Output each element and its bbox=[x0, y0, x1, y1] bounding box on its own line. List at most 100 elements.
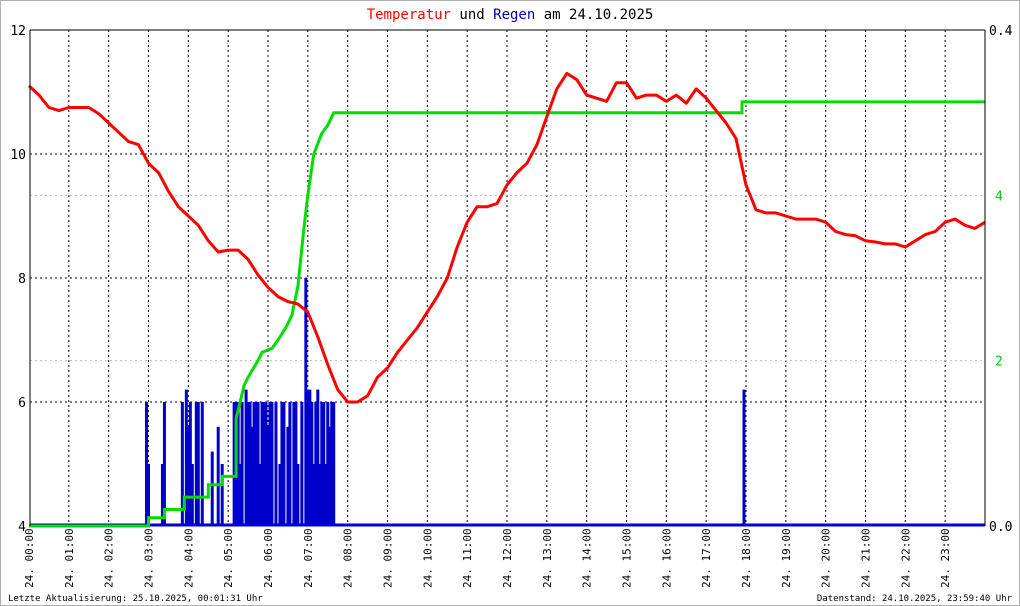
rain-bar-3 bbox=[162, 402, 166, 526]
rain-bar-56 bbox=[328, 426, 332, 526]
rain-bar-38 bbox=[286, 426, 290, 526]
rain-bar-50 bbox=[316, 389, 320, 526]
rain-bar-53 bbox=[322, 402, 326, 526]
title-temperature: Temperatur bbox=[367, 7, 451, 23]
x-tick-label-0: 24. 00:00 bbox=[23, 528, 36, 588]
rain-bar-10 bbox=[196, 402, 200, 526]
grid-layer bbox=[30, 30, 985, 526]
rain-bar-41 bbox=[294, 402, 298, 526]
rain-bar-4 bbox=[180, 402, 184, 526]
rain-bar-46 bbox=[308, 389, 312, 526]
temperature-line bbox=[27, 71, 986, 404]
x-tick-label-2: 24. 02:00 bbox=[103, 528, 116, 588]
x-tick-label-1: 24. 01:00 bbox=[63, 528, 76, 588]
title-und: und bbox=[451, 7, 493, 23]
rain-bar-29 bbox=[262, 402, 266, 526]
x-tick-label-16: 24. 16:00 bbox=[660, 528, 673, 588]
rain-bar-8 bbox=[190, 464, 194, 526]
rain-bar-20 bbox=[244, 389, 248, 526]
x-tick-label-3: 24. 03:00 bbox=[143, 528, 156, 588]
rain-bar-12 bbox=[210, 451, 214, 526]
rain-bar-44 bbox=[304, 278, 308, 526]
x-tick-label-8: 24. 08:00 bbox=[342, 528, 355, 588]
rain-bar-34 bbox=[274, 402, 278, 526]
rain-bar-14 bbox=[220, 464, 224, 526]
x-tick-label-22: 24. 22:00 bbox=[899, 528, 912, 588]
x-tick-label-9: 24. 09:00 bbox=[382, 528, 395, 588]
rain-bar-57 bbox=[330, 402, 334, 526]
rain-bar-19 bbox=[240, 402, 244, 526]
x-tick-label-7: 24. 07:00 bbox=[302, 528, 315, 588]
rain-bar-26 bbox=[256, 402, 260, 526]
y-left-tick-label-2: 8 bbox=[18, 272, 26, 287]
x-tick-label-17: 24. 17:00 bbox=[700, 528, 713, 588]
x-tick-label-20: 24. 20:00 bbox=[820, 528, 833, 588]
rain-bar-51 bbox=[318, 464, 322, 526]
rain-bar-5 bbox=[184, 389, 188, 526]
rain-bar-39 bbox=[288, 402, 292, 526]
rain-bar-24 bbox=[252, 402, 256, 526]
x-tick-label-11: 24. 11:00 bbox=[461, 528, 474, 588]
rain-bar-6 bbox=[186, 426, 190, 526]
rain-bar-23 bbox=[250, 426, 254, 526]
rain-bar-37 bbox=[282, 402, 286, 526]
x-tick-label-6: 24. 06:00 bbox=[262, 528, 275, 588]
rain-bar-35 bbox=[278, 464, 282, 526]
x-tick-label-12: 24. 12:00 bbox=[501, 528, 514, 588]
rain-bar-11 bbox=[200, 402, 204, 526]
rain-bar-15 bbox=[232, 402, 236, 526]
rain-bar-58 bbox=[332, 402, 336, 526]
x-tick-label-19: 24. 19:00 bbox=[780, 528, 793, 588]
y-left-tick-label-3: 10 bbox=[10, 148, 26, 163]
rain-bar-1 bbox=[147, 464, 150, 526]
rain-bar-52 bbox=[320, 402, 324, 526]
x-tick-label-21: 24. 21:00 bbox=[860, 528, 873, 588]
y-right-tick-label-1: 0.4 bbox=[989, 24, 1013, 39]
rain-bar-22 bbox=[248, 402, 252, 526]
x-tick-label-23: 24. 23:00 bbox=[939, 528, 952, 588]
rain-bar-54 bbox=[324, 464, 328, 526]
rain-bar-32 bbox=[268, 402, 272, 526]
x-tick-label-13: 24. 13:00 bbox=[541, 528, 554, 588]
rain-bar-27 bbox=[258, 464, 262, 526]
title-rain: Regen bbox=[493, 7, 535, 23]
rain-sum-line bbox=[29, 100, 985, 528]
rain-bar-47 bbox=[310, 402, 314, 526]
chart-title: Temperatur und Regen am 24.10.2025 bbox=[367, 7, 654, 23]
y-left-tick-label-1: 6 bbox=[18, 396, 26, 411]
rain-bar-33 bbox=[270, 402, 274, 526]
footer-left: Letzte Aktualisierung: 25.10.2025, 00:01… bbox=[8, 594, 263, 604]
rain-bar-2 bbox=[160, 464, 164, 526]
footer-right: Datenstand: 24.10.2025, 23:59:40 Uhr bbox=[817, 594, 1013, 604]
x-tick-label-14: 24. 14:00 bbox=[581, 528, 594, 588]
x-tick-label-10: 24. 10:00 bbox=[421, 528, 434, 588]
rain-bar-36 bbox=[280, 402, 284, 526]
rain-bar-0 bbox=[145, 402, 149, 526]
x-tick-label-5: 24. 05:00 bbox=[222, 528, 235, 588]
y-left-tick-label-4: 12 bbox=[10, 24, 26, 39]
rain-bar-25 bbox=[254, 402, 258, 526]
rain-bar-30 bbox=[264, 402, 268, 526]
x-tick-label-4: 24. 04:00 bbox=[182, 528, 195, 588]
rain-bar-48 bbox=[312, 464, 316, 526]
rain-bar-43 bbox=[300, 402, 304, 526]
rain-bar-17 bbox=[236, 402, 240, 526]
rain-bar-49 bbox=[314, 402, 318, 526]
marks-layer bbox=[27, 71, 986, 528]
title-date: am 24.10.2025 bbox=[535, 7, 653, 23]
rain-bar-45 bbox=[306, 389, 310, 526]
x-tick-label-15: 24. 15:00 bbox=[621, 528, 634, 588]
y-right-green-tick-label-0: 2 bbox=[995, 355, 1003, 370]
y-left-tick-label-0: 4 bbox=[18, 520, 26, 535]
rain-bar-42 bbox=[296, 464, 300, 526]
y-right-green-tick-label-1: 4 bbox=[995, 189, 1003, 204]
rain-bar-59 bbox=[742, 389, 746, 526]
rain-bar-13 bbox=[216, 426, 220, 526]
x-tick-label-18: 24. 18:00 bbox=[740, 528, 753, 588]
rain-bar-7 bbox=[188, 402, 192, 526]
rain-bar-9 bbox=[194, 402, 198, 526]
rain-bar-18 bbox=[238, 464, 242, 526]
y-right-tick-label-0: 0.0 bbox=[989, 520, 1012, 535]
